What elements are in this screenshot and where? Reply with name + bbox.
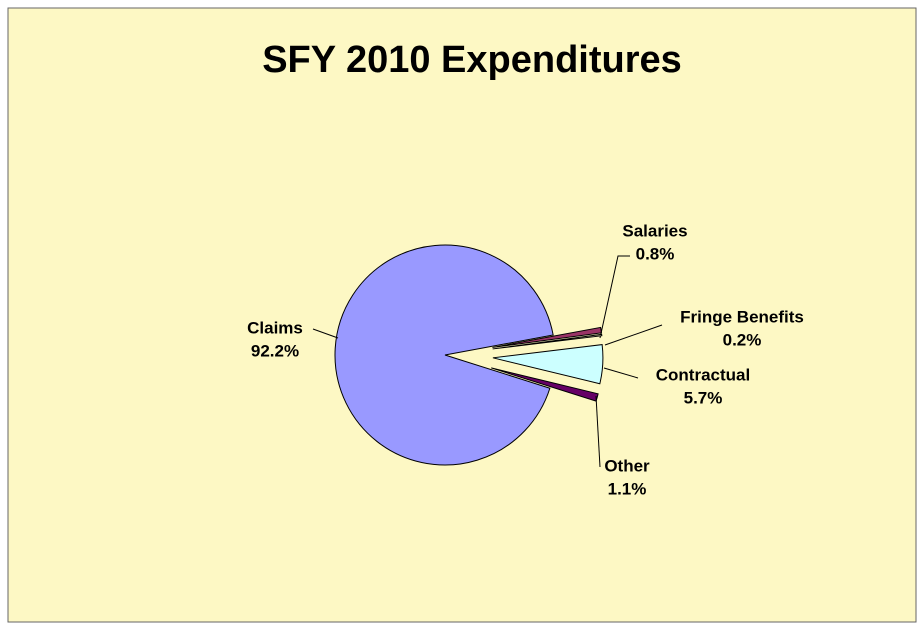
category-label: Fringe Benefits: [680, 307, 804, 326]
leader-line: [595, 395, 601, 468]
category-label: Other: [604, 456, 650, 475]
value-label: 0.8%: [636, 244, 675, 263]
category-label: Contractual: [656, 365, 750, 384]
leader-line: [599, 255, 630, 339]
category-label: Claims: [247, 318, 303, 337]
value-label: 5.7%: [684, 388, 723, 407]
pie-slice: [334, 244, 554, 466]
pie-slice: [492, 333, 603, 350]
chart-title: SFY 2010 Expenditures: [262, 39, 682, 81]
leader-line: [604, 324, 663, 346]
category-label: Salaries: [622, 221, 687, 240]
leader-line: [312, 328, 339, 339]
leader-line: [603, 367, 639, 379]
pie-slice: [492, 344, 604, 385]
value-label: 0.2%: [723, 330, 762, 349]
value-label: 92.2%: [251, 341, 299, 360]
value-label: 1.1%: [608, 479, 647, 498]
